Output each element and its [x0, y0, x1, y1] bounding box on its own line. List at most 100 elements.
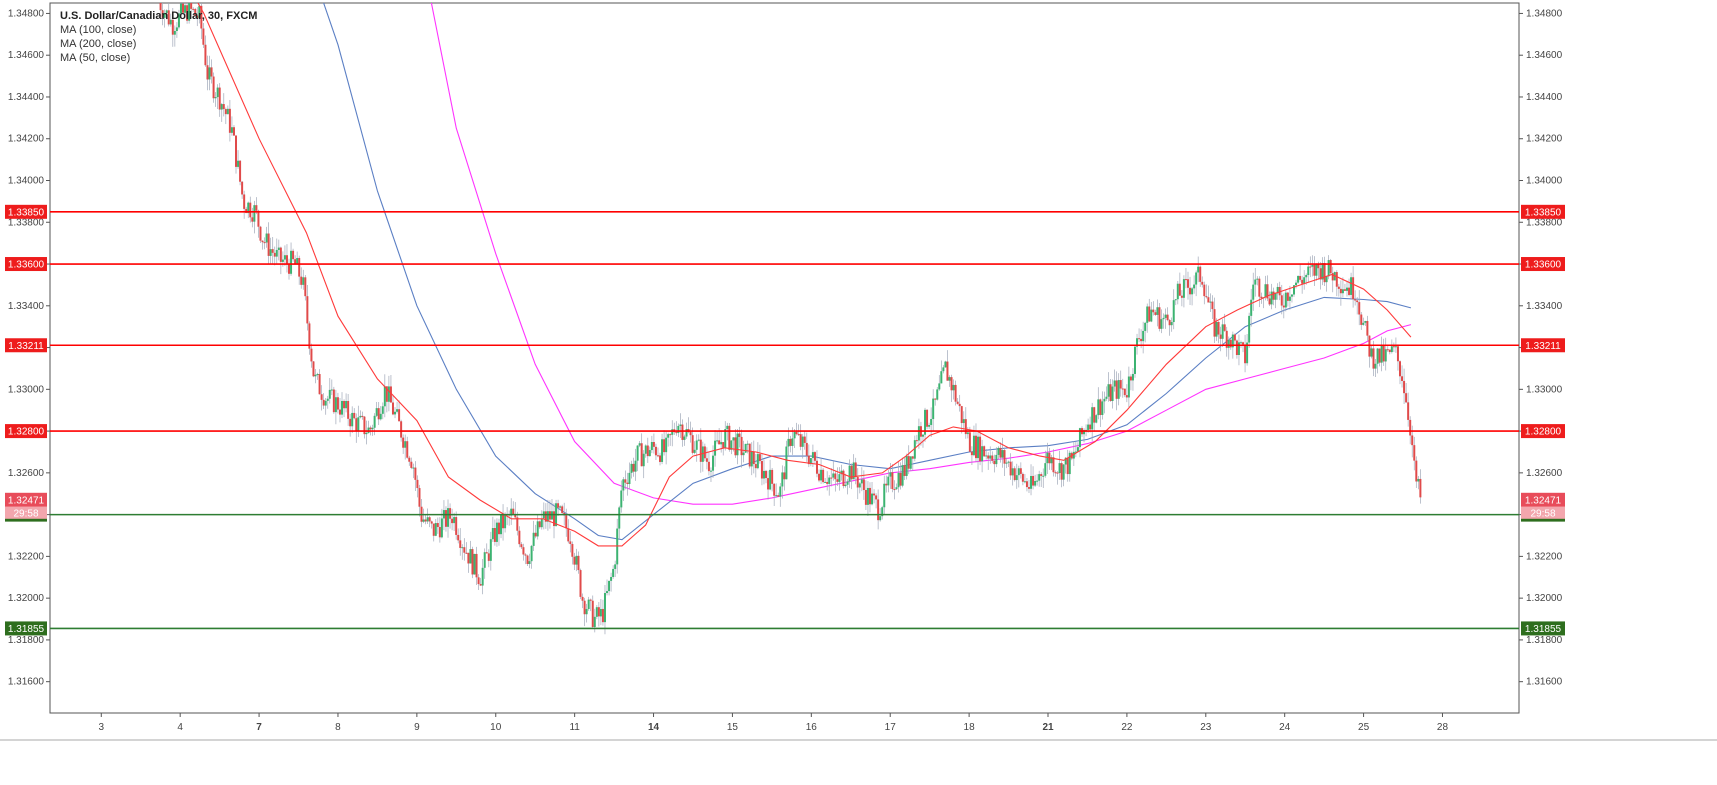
candle-body [1148, 306, 1151, 322]
candle-body [830, 477, 833, 479]
current-price-label-right: 1.32471 [1525, 495, 1562, 506]
candle-body [783, 472, 786, 480]
x-tick-label: 11 [569, 722, 580, 733]
candle-body [1131, 373, 1134, 381]
candle-body [832, 473, 835, 478]
candle-body [485, 552, 488, 554]
candle-body [893, 489, 896, 491]
candle-body [1221, 324, 1224, 339]
candle-body [1115, 380, 1118, 399]
x-tick-label: 14 [648, 722, 660, 733]
candle-body [714, 440, 717, 456]
candle-body [654, 446, 657, 456]
candle-body [1390, 346, 1393, 353]
candle-body [196, 15, 199, 18]
candle-body [373, 415, 376, 428]
candle-body [438, 527, 441, 538]
candle-body [1209, 301, 1212, 303]
level-tag-right-label: 1.33211 [1525, 341, 1561, 352]
candle-body [396, 409, 399, 412]
x-tick-label: 22 [1121, 722, 1133, 733]
candle-body [632, 463, 635, 472]
candle-body [336, 397, 339, 410]
candle-body [681, 424, 684, 440]
candle-body [663, 439, 666, 453]
candle-body [1191, 288, 1194, 295]
candle-body [575, 555, 578, 565]
candle-body [497, 522, 500, 535]
y-tick-label-left: 1.32000 [8, 593, 45, 604]
y-tick-label-left: 1.34200 [8, 134, 45, 145]
candle-body [1136, 338, 1139, 347]
candle-body [520, 544, 523, 548]
candle-body [1042, 475, 1045, 477]
candle-body [565, 515, 568, 529]
candle-body [355, 418, 358, 432]
candle-body [722, 442, 725, 449]
y-tick-label-left: 1.33400 [8, 301, 45, 312]
countdown-label-left: 29:58 [13, 508, 38, 519]
candle-body [1295, 282, 1298, 286]
candle-body [1266, 284, 1269, 299]
current-price-tag-right [1521, 492, 1565, 507]
candle-body [241, 181, 244, 195]
y-tick-label-right: 1.33800 [1526, 217, 1563, 228]
candle-body [734, 437, 737, 456]
candle-body [398, 409, 401, 422]
candle-body [1166, 314, 1169, 321]
candle-body [402, 437, 405, 448]
candle-body [1097, 399, 1100, 416]
candle-body [750, 451, 753, 467]
candle-body [979, 436, 982, 462]
candle-body [294, 259, 297, 265]
candle-body [1158, 307, 1161, 329]
candle-body [826, 481, 829, 484]
candle-body [595, 607, 598, 617]
candle-body [650, 441, 653, 451]
candle-body [416, 479, 419, 489]
candle-body [495, 522, 498, 542]
candle-body [1254, 279, 1257, 285]
candle-body [844, 484, 847, 487]
candle-body [622, 479, 625, 491]
candle-body [363, 416, 366, 435]
candle-body [834, 473, 837, 480]
candle-body [1270, 291, 1273, 305]
candle-body [648, 450, 651, 457]
series-layer [159, 3, 1422, 635]
candle-body [667, 434, 670, 438]
candle-body [620, 490, 623, 508]
level-tag-right [1521, 424, 1565, 439]
candle-body [638, 443, 641, 446]
candle-body [709, 470, 712, 472]
candle-body [850, 465, 853, 480]
candle-body [1023, 481, 1026, 483]
candle-body [479, 584, 482, 586]
candle-body [1268, 298, 1271, 305]
candle-body [571, 544, 574, 557]
candle-body [1303, 277, 1306, 284]
candle-body [538, 521, 541, 528]
candle-body [338, 409, 341, 415]
candle-body [1244, 344, 1247, 364]
candle-body [171, 19, 174, 35]
candle-body [422, 519, 425, 522]
candle-body [787, 438, 790, 447]
y-tick-label-left: 1.32600 [8, 468, 45, 479]
candle-body [239, 160, 242, 182]
candle-body [1113, 380, 1116, 387]
candle-body [192, 8, 195, 10]
candle-body [1119, 380, 1122, 389]
candle-body [444, 510, 447, 527]
candle-body [762, 470, 765, 479]
candle-body [1074, 451, 1077, 453]
candle-body [1415, 460, 1418, 482]
candle-body [608, 580, 611, 592]
candle-body [559, 506, 562, 508]
candle-body [504, 514, 507, 529]
candle-body [905, 456, 908, 476]
candle-body [873, 493, 876, 496]
candle-body [807, 455, 810, 465]
